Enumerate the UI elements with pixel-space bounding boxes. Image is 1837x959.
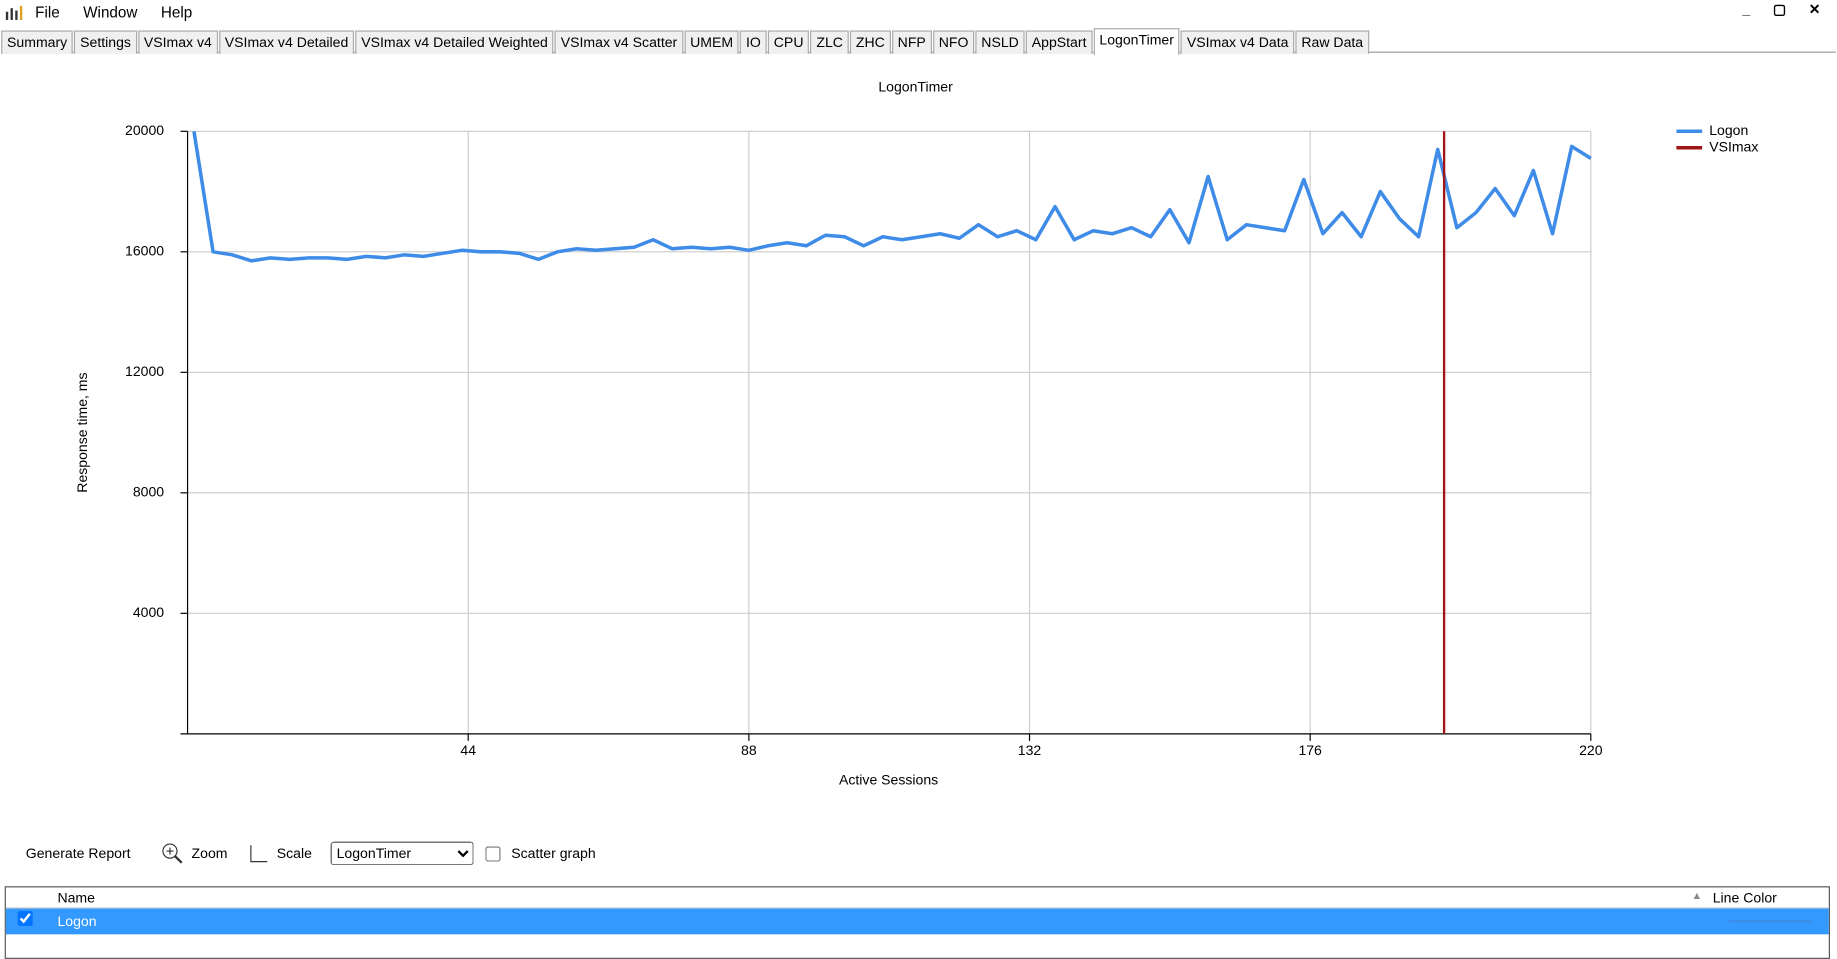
sort-indicator: ▲ [1691,889,1703,902]
tab[interactable]: VSImax v4 Detailed Weighted [355,30,554,54]
menu-item[interactable]: File [35,2,60,21]
row-name: Logon [57,913,97,930]
scatter-label[interactable]: Scatter graph [511,845,596,862]
y-tick-label: 20000 [125,122,164,138]
series-table: Name ▲ Line Color Logon [4,886,1830,959]
data-line [192,131,1592,263]
tab[interactable]: Settings [74,30,137,54]
x-tick-label: 44 [460,742,476,758]
line-color-swatch[interactable] [1729,920,1812,923]
toolbar: Generate Report Zoom Scale LogonTimer Sc… [26,841,596,867]
column-header[interactable]: Line Color [1712,889,1777,907]
x-tick-label: 220 [1579,742,1603,758]
y-axis-label: Response time, ms [74,372,90,492]
column-header[interactable]: Name [57,889,95,907]
tab[interactable]: ZLC [810,30,849,54]
tab[interactable]: ZHC [849,30,891,54]
x-tick-label: 176 [1298,742,1322,758]
zoom-icon[interactable] [161,842,184,865]
tab[interactable]: AppStart [1025,30,1093,54]
x-tick-label: 132 [1018,742,1042,758]
menu-item[interactable]: Help [160,2,193,21]
row-checkbox[interactable] [17,910,33,927]
tab-strip: Summary Settings VSImax v4 VSImax v4 Detail… [1,28,1836,56]
tab[interactable]: VSImax v4 Scatter [554,30,684,54]
y-tick-label: 12000 [125,363,164,379]
tab[interactable]: VSImax v4 Data [1180,30,1295,54]
y-tick-label: 8000 [133,484,164,500]
tab[interactable]: VSImax v4 Detailed [218,30,355,54]
chart-title: LogonTimer [878,79,953,95]
chart: LogonTimer Active Sessions Response time, … [74,79,1758,788]
tab[interactable]: LogonTimer [1093,28,1180,56]
scale-icon[interactable] [249,843,270,864]
menu-bar: File Window Help [0,0,1837,23]
x-axis-label: Active Sessions [839,771,938,787]
legend-label: Logon [1709,122,1748,138]
table-header: Name ▲ Line Color [5,887,1829,909]
tab[interactable]: Summary [1,30,74,54]
table-row[interactable]: Logon [5,908,1829,935]
scale-button[interactable]: Scale [276,845,312,862]
y-tick-label: 16000 [125,243,164,259]
tab[interactable]: NFP [891,30,932,54]
tab[interactable]: VSImax v4 [137,30,218,54]
tab[interactable]: NFO [932,30,975,54]
menu-item[interactable]: Window [83,2,138,21]
tab[interactable]: CPU [767,30,810,54]
zoom-button[interactable]: Zoom [191,845,228,862]
chart-select[interactable]: LogonTimer [330,841,474,866]
scatter-checkbox[interactable] [485,845,501,862]
legend-label: VSImax [1709,138,1758,154]
y-tick-label: 4000 [133,604,164,620]
tab[interactable]: NSLD [975,30,1025,54]
app-icon [5,5,23,20]
tab[interactable]: Raw Data [1295,30,1369,54]
generate-report-button[interactable]: Generate Report [25,845,131,862]
tab[interactable]: UMEM [684,30,739,54]
x-tick-label: 88 [741,742,757,758]
window-controls[interactable]: _ ▢ ✕ [1742,1,1830,18]
tab[interactable]: IO [740,30,767,54]
